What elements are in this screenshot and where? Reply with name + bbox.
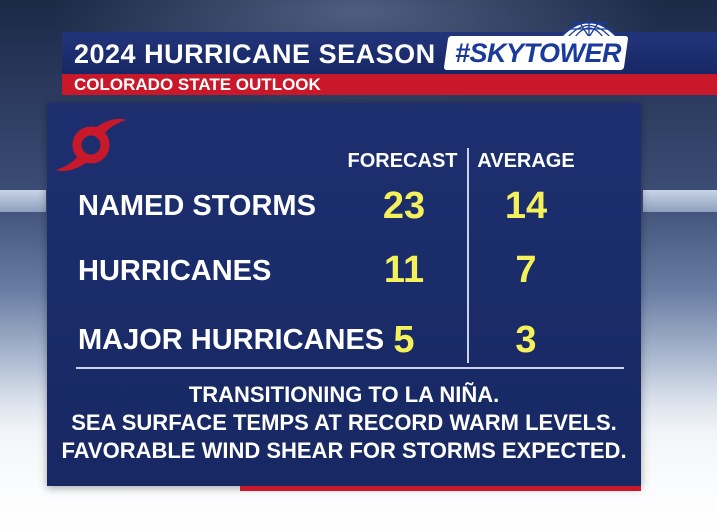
background-ledge-left: [0, 190, 46, 212]
page-title: 2024 HURRICANE SEASON: [74, 39, 436, 69]
named-storms-average-value: 14: [504, 185, 548, 227]
note-line: SEA SURFACE TEMPS AT RECORD WARM LEVELS.: [71, 410, 617, 435]
note-line: TRANSITIONING TO LA NIÑA.: [188, 382, 500, 407]
notes-divider: [76, 367, 624, 369]
outlook-panel: [47, 103, 641, 486]
row-label-hurricanes: HURRICANES: [78, 255, 272, 287]
named-storms-forecast-value: 23: [382, 185, 426, 227]
dome-icon: [559, 15, 619, 38]
brand-hashtag: #SKYTOWER: [454, 38, 622, 68]
hurricanes-average-value: 7: [515, 249, 537, 291]
column-header-average: AVERAGE: [477, 150, 575, 172]
hurricanes-forecast-value: 11: [383, 249, 425, 291]
note-line: FAVORABLE WIND SHEAR FOR STORMS EXPECTED…: [61, 438, 627, 463]
panel-accent-rule: [240, 486, 641, 491]
major-hurricanes-forecast-value: 5: [393, 319, 415, 361]
column-header-forecast: FORECAST: [347, 150, 458, 172]
row-label-major-hurricanes: MAJOR HURRICANES: [78, 324, 385, 356]
major-hurricanes-average-value: 3: [515, 319, 537, 361]
hurricane-symbol-icon: [56, 118, 126, 172]
column-divider: [467, 148, 469, 363]
subtitle-banner: [62, 74, 717, 95]
background-ledge-right: [643, 190, 717, 212]
row-label-named-storms: NAMED STORMS: [78, 190, 316, 222]
page-subtitle: COLORADO STATE OUTLOOK: [74, 75, 321, 94]
